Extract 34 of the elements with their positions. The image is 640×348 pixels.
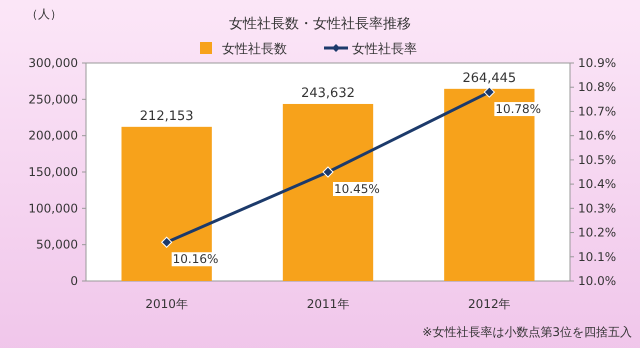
y2-tick-label: 10.7% <box>578 104 616 118</box>
data-label: 10.16% <box>172 252 218 266</box>
y-tick-label: 100,000 <box>28 201 78 216</box>
data-label: 10.78% <box>495 102 542 116</box>
point <box>322 166 334 178</box>
x-tick-label: 2011年 <box>306 297 350 311</box>
y2-tick-label: 10.3% <box>578 201 616 216</box>
y2-tick-label: 10.9% <box>578 56 616 70</box>
y2-tick-label: 10.6% <box>578 128 616 143</box>
y2-tick-label: 10.1% <box>578 250 616 264</box>
y2-tick-label: 10.2% <box>578 226 616 240</box>
y-tick-label: 0 <box>70 274 78 288</box>
y2-tick-label: 10.0% <box>578 274 616 288</box>
y2-tick-label: 10.8% <box>578 80 616 94</box>
x-tick-label: 2012年 <box>468 297 511 311</box>
data-label: 264,445 <box>462 70 516 86</box>
y2-tick-label: 10.4% <box>578 177 616 192</box>
y-tick-label: 50,000 <box>36 238 78 252</box>
y-tick-label: 300,000 <box>28 56 78 70</box>
x-tick-label: 2010年 <box>145 297 188 311</box>
y-tick-label: 250,000 <box>28 92 78 106</box>
annotation: ※女性社長率は小数点第3位を四捨五入 <box>422 325 632 339</box>
y2-tick-label: 10.5% <box>578 152 616 167</box>
title: 女性社長数・女性社長率推移 <box>229 16 411 32</box>
point <box>484 86 495 98</box>
y-tick-label: 200,000 <box>28 128 78 143</box>
legend-label: 女性社長数 <box>222 42 287 57</box>
point <box>161 236 172 248</box>
legend-label: 女性社長率 <box>352 41 417 57</box>
data-label: 212,153 <box>140 108 194 124</box>
y-tick-label: 150,000 <box>28 165 78 179</box>
data-label: 243,632 <box>301 86 355 101</box>
ylabel: （人） <box>26 7 62 21</box>
data-label: 10.45% <box>334 182 380 196</box>
